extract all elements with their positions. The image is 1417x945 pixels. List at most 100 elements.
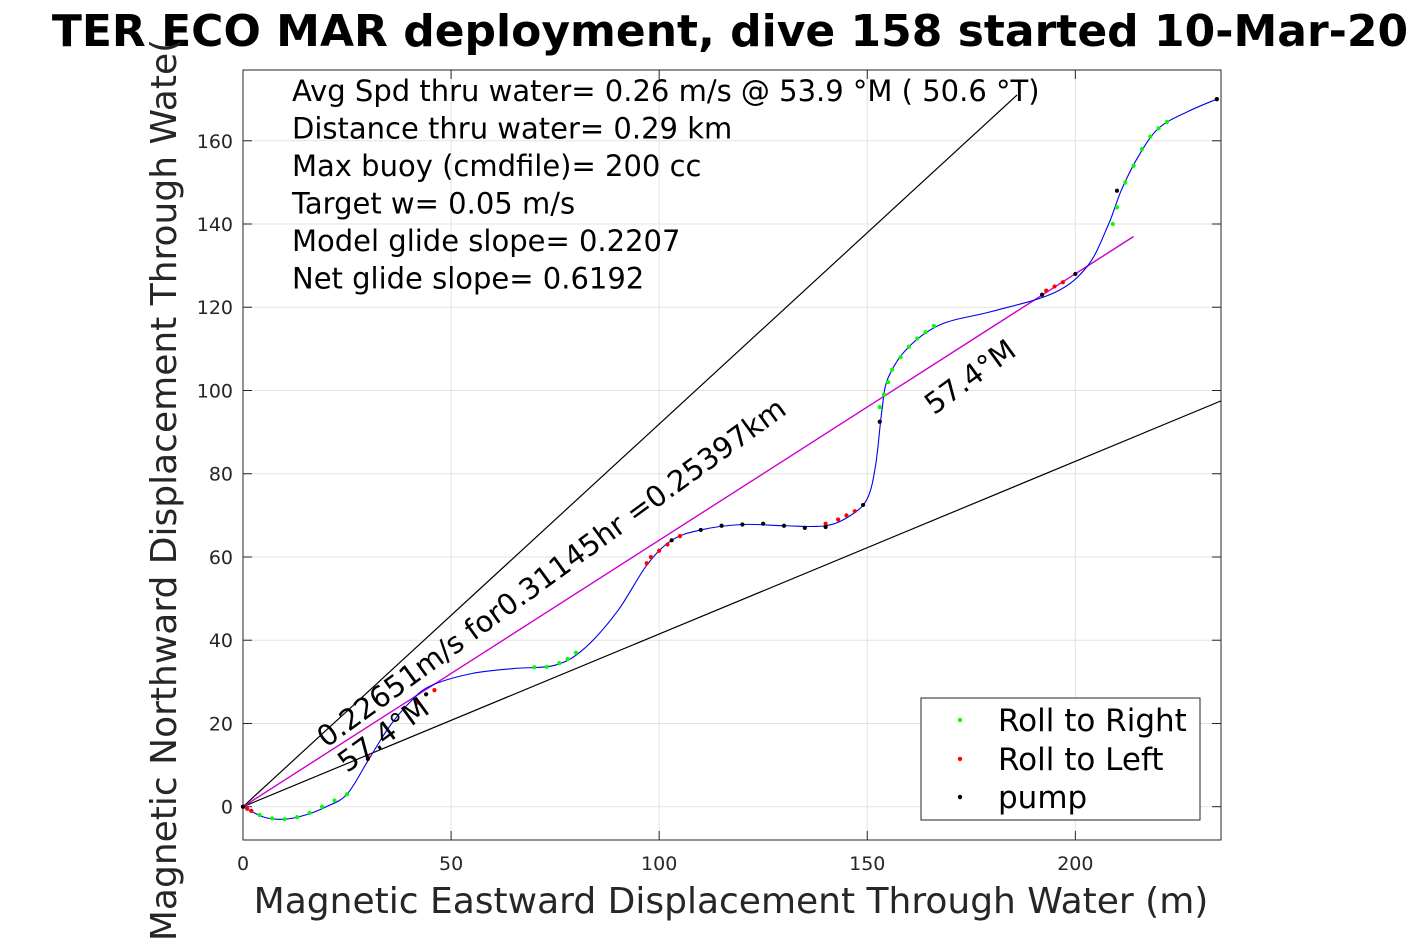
data-point-roll-to-right [1114,205,1120,210]
data-point-pump [1073,271,1078,277]
info-line: Distance thru water= 0.29 km [292,112,732,146]
y-axis-label: Magnetic Northward Displacement Through … [144,39,185,941]
data-point-pump [877,419,882,424]
axis-ticks: 0 50 100 150 200 0 20 40 60 80 100 120 140 160 [197,70,1221,875]
x-tick-label: 150 [849,853,885,875]
legend-box [920,697,1201,821]
data-point-roll-to-right [1123,180,1128,185]
legend-marker-roll-left [957,756,963,762]
data-point-pump [669,538,674,543]
data-point-roll-to-right [915,336,920,341]
data-point-roll-to-right [1164,119,1169,125]
x-tick-label: 0 [237,853,249,875]
y-tick-label: 120 [197,297,233,319]
data-point-pump [365,756,370,761]
data-point-roll-to-right [557,661,562,666]
data-point-roll-to-left [415,700,420,705]
heading-bound-line [243,94,1018,808]
x-tick-label: 50 [439,853,463,875]
info-line: Avg Spd thru water= 0.26 m/s @ 53.9 °M (… [292,74,1040,108]
data-point-roll-to-left [677,534,683,539]
y-tick-label: 20 [209,713,233,735]
heading-bound-line [243,400,1221,808]
data-point-roll-to-left [844,513,849,518]
data-point-roll-to-right [906,344,911,349]
info-line: Model glide slope= 0.2207 [292,224,680,258]
track-annotation: 57.4°M [918,332,1022,421]
data-point-roll-to-right [573,650,579,655]
info-line: Net glide slope= 0.6192 [292,262,644,296]
data-point-roll-to-right [1131,163,1136,168]
data-point-roll-to-left [823,521,828,526]
data-point-pump [240,804,246,809]
data-point-roll-to-right [270,816,275,821]
data-point-pump [781,523,787,528]
y-tick-label: 0 [221,797,233,819]
y-tick-label: 160 [197,131,233,153]
data-point-roll-to-right [565,656,570,662]
annotations: 0.22651m/s for0.31145hr =0.25397km 57.4°M… [310,332,1022,779]
data-point-pump [860,502,866,508]
data-point-roll-to-right [931,323,936,329]
data-point-roll-to-right [881,392,887,397]
data-point-roll-to-right [923,330,928,335]
y-tick-label: 80 [209,464,233,486]
data-point-roll-to-right [1156,126,1161,131]
data-point-roll-to-left [836,517,841,522]
data-point-roll-to-right [319,804,325,809]
data-point-roll-to-left [665,542,670,547]
data-point-roll-to-right [257,812,262,818]
legend: Roll to Right Roll to Left pump [920,697,1201,821]
data-point-roll-to-right [295,815,300,820]
info-line: Max buoy (cmdfile)= 200 cc [292,149,701,183]
data-point-pump [802,525,807,530]
y-tick-label: 40 [209,630,233,652]
data-point-roll-to-right [885,380,891,385]
info-line: Target w= 0.05 m/s [291,187,575,221]
legend-label-pump: pump [998,780,1087,816]
legend-marker-roll-right [957,717,963,723]
data-point-roll-to-right [877,405,882,410]
data-point-pump [1039,292,1045,297]
data-point-roll-to-left [648,554,653,560]
legend-marker-pump [957,794,963,800]
data-point-roll-to-right [1148,134,1153,139]
legend-label-roll-left: Roll to Left [998,742,1164,778]
data-point-roll-to-right [282,817,287,822]
data-point-roll-to-right [544,664,549,669]
plot-frame [242,69,1222,841]
data-point-roll-to-right [890,367,895,372]
data-point-pump [1214,97,1219,102]
legend-label-roll-right: Roll to Right [998,703,1187,739]
data-point-roll-to-right [898,355,903,360]
data-point-roll-to-left [1044,288,1049,293]
data-point-pump [698,527,703,533]
chart-title: TER ECO MAR deployment, dive 158 started… [52,6,1408,57]
data-point-roll-to-left [657,548,662,553]
track-annotation: 0.22651m/s for0.31145hr =0.25397km [310,391,792,754]
data-point-roll-to-left [1052,284,1057,289]
data-point-roll-to-right [332,798,337,803]
x-tick-label: 100 [641,853,677,875]
data-point-pump [740,522,745,527]
data-point-roll-to-left [249,808,254,813]
data-point-pump [1114,188,1120,193]
grid [242,70,1221,840]
net-track-line [243,235,1134,808]
data-points [240,97,1219,822]
y-tick-label: 140 [197,214,233,236]
y-tick-label: 100 [197,380,233,402]
data-point-roll-to-right [307,810,312,816]
data-point-roll-to-right [1110,221,1115,227]
data-point-roll-to-left [1060,280,1065,285]
data-point-roll-to-right [1139,146,1145,152]
x-tick-label: 200 [1057,853,1093,875]
x-axis-label: Magnetic Eastward Displacement Through W… [254,881,1209,922]
y-tick-label: 60 [209,547,233,569]
data-point-pump [823,524,828,530]
data-point-roll-to-left [644,561,649,566]
data-point-pump [424,692,429,697]
data-point-roll-to-left [432,688,437,693]
data-point-roll-to-left [852,509,857,514]
